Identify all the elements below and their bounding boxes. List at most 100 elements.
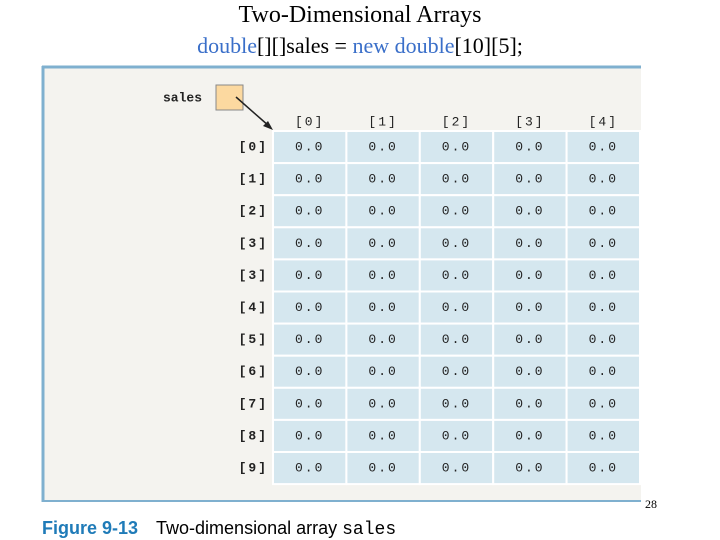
cell-value: 0.0	[442, 300, 471, 315]
cell-value: 0.0	[368, 460, 397, 475]
cell-value: 0.0	[368, 364, 397, 379]
cell-value: 0.0	[442, 236, 471, 251]
cell-value: 0.0	[442, 460, 471, 475]
cell-value: 0.0	[295, 460, 324, 475]
cell	[418, 418, 495, 453]
cell-value: 0.0	[589, 364, 618, 379]
cell-value: 0.0	[442, 332, 471, 347]
cell	[492, 418, 568, 453]
code-keyword: new double	[352, 33, 455, 58]
cell-value: 0.0	[295, 428, 324, 443]
cell-value: 0.0	[515, 139, 544, 154]
cell-value: 0.0	[589, 204, 618, 219]
cell-value: 0.0	[368, 204, 397, 219]
row-header: [7]	[239, 396, 268, 411]
column-header: [4]	[589, 114, 618, 129]
cell	[565, 130, 641, 165]
cell	[565, 290, 641, 325]
cell	[272, 194, 348, 229]
cell	[565, 386, 641, 421]
cell-value: 0.0	[368, 396, 397, 411]
cell	[565, 162, 641, 197]
cell-value: 0.0	[368, 236, 397, 251]
cell-value: 0.0	[515, 236, 544, 251]
cell-value: 0.0	[368, 300, 397, 315]
cell-value: 0.0	[295, 396, 324, 411]
cell-value: 0.0	[515, 332, 544, 347]
code-text: [][]sales =	[256, 33, 353, 58]
figure-label: Figure 9-13	[42, 518, 139, 538]
cell	[492, 258, 568, 293]
cell	[272, 162, 348, 197]
code-line: double[][]sales = new double[10][5];	[0, 33, 720, 59]
cell-value: 0.0	[295, 300, 324, 315]
cell	[565, 322, 641, 357]
cell-value: 0.0	[368, 172, 397, 187]
column-header: [2]	[442, 114, 471, 129]
row-header: [1]	[239, 172, 268, 187]
cell-value: 0.0	[442, 428, 471, 443]
row-header: [3]	[239, 268, 268, 283]
cell	[345, 386, 421, 421]
arrow	[235, 96, 270, 127]
cell-value: 0.0	[442, 268, 471, 283]
cell	[492, 290, 568, 325]
cell-value: 0.0	[515, 172, 544, 187]
row-header: [2]	[239, 204, 268, 219]
cell-value: 0.0	[295, 268, 324, 283]
column-header: [0]	[295, 114, 324, 129]
cell-value: 0.0	[515, 204, 544, 219]
cell	[565, 451, 641, 486]
cell-value: 0.0	[368, 332, 397, 347]
cell-value: 0.0	[368, 139, 397, 154]
column-header: [3]	[515, 114, 544, 129]
caption-text: Two-dimensional array	[156, 518, 338, 538]
cell	[565, 354, 641, 389]
cell	[345, 418, 421, 453]
figure-caption: Figure 9-13 Two-dimensional array sales	[42, 518, 396, 540]
cell	[492, 194, 568, 229]
cell-value: 0.0	[589, 396, 618, 411]
cell-value: 0.0	[515, 268, 544, 283]
row-header: [8]	[239, 428, 268, 443]
cell-value: 0.0	[589, 300, 618, 315]
cell-value: 0.0	[589, 428, 618, 443]
cell-value: 0.0	[589, 332, 618, 347]
row-header: [4]	[239, 300, 268, 315]
cell-value: 0.0	[442, 172, 471, 187]
code-text: [10][5];	[454, 33, 523, 58]
reference-box	[215, 84, 244, 111]
cell-value: 0.0	[442, 364, 471, 379]
cell-value: 0.0	[295, 172, 324, 187]
slide-title: Two-Dimensional Arrays	[238, 2, 482, 28]
page-number: 28	[645, 497, 657, 511]
cell-value: 0.0	[515, 364, 544, 379]
cell	[418, 130, 495, 165]
cell	[272, 226, 348, 261]
cell	[565, 226, 641, 261]
row-header: [6]	[239, 364, 268, 379]
cell-value: 0.0	[589, 139, 618, 154]
cell-value: 0.0	[442, 396, 471, 411]
cell-value: 0.0	[368, 428, 397, 443]
cell-value: 0.0	[295, 332, 324, 347]
cell-value: 0.0	[589, 236, 618, 251]
cell	[418, 354, 495, 389]
code-keyword: double	[197, 33, 257, 58]
cell-value: 0.0	[589, 172, 618, 187]
row-header: [5]	[239, 332, 268, 347]
cell-value: 0.0	[515, 460, 544, 475]
cell	[272, 258, 348, 293]
cell-value: 0.0	[295, 204, 324, 219]
row-header: [9]	[239, 460, 268, 475]
cell	[272, 451, 348, 486]
cell-value: 0.0	[442, 139, 471, 154]
cell-value: 0.0	[442, 204, 471, 219]
cell-value: 0.0	[589, 460, 618, 475]
cell-value: 0.0	[515, 428, 544, 443]
cell-value: 0.0	[515, 300, 544, 315]
cell	[565, 258, 641, 293]
cell	[565, 418, 641, 453]
